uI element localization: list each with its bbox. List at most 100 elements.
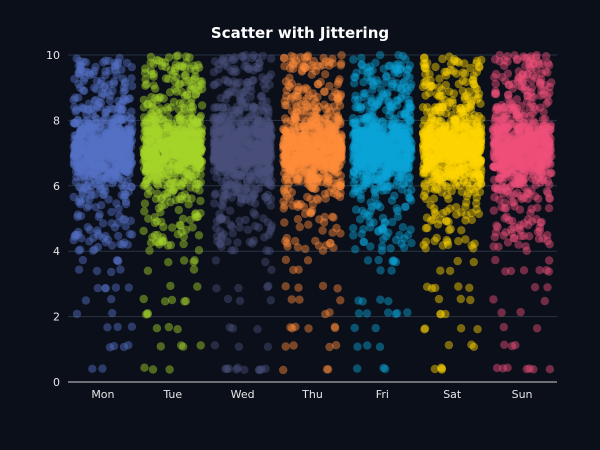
data-point [279,186,289,195]
data-point [91,190,100,199]
data-point [337,51,346,60]
data-point [387,196,397,205]
data-point [303,256,313,265]
data-point [420,179,429,189]
data-point [105,145,115,154]
data-point [77,125,87,134]
data-point [113,152,123,161]
data-point [79,139,88,148]
data-point [95,181,104,191]
data-point [163,188,172,198]
data-point [85,142,95,151]
data-point [362,309,372,318]
data-point [386,244,395,253]
data-point [76,165,85,174]
data-point [84,170,93,180]
data-point [226,220,235,229]
data-point [76,131,85,140]
data-point [107,175,116,184]
data-point [70,149,79,158]
data-point [266,227,275,236]
data-point [233,140,242,149]
data-point [251,120,260,129]
data-point [81,126,91,136]
data-point [107,131,116,140]
data-point [89,170,99,179]
data-point [77,122,86,131]
data-point [117,132,127,142]
data-point [94,231,104,240]
data-point [108,168,118,177]
data-point [117,145,127,154]
data-point [94,138,103,147]
data-point [111,61,120,70]
data-point [349,231,358,240]
data-point [223,294,233,304]
data-point [70,158,79,167]
data-point [96,134,105,143]
data-point [74,230,83,239]
data-point [92,150,102,159]
data-point [88,144,97,153]
data-point [117,115,126,125]
data-point [149,59,158,68]
data-point [76,156,85,165]
data-point [95,210,104,219]
data-point [111,156,121,165]
data-point [102,141,111,150]
data-point [113,136,122,145]
data-point [72,135,81,144]
data-point [102,130,111,139]
data-point [436,266,445,275]
data-point [381,78,390,87]
data-point [360,127,369,136]
data-point [79,172,89,181]
data-point [148,365,158,374]
data-point [121,167,130,176]
data-point [108,308,117,318]
data-point [325,57,334,67]
data-point [373,176,382,185]
data-point [86,157,95,167]
data-point [104,195,113,204]
data-point [70,232,79,241]
data-point [112,137,121,147]
data-point [70,119,80,128]
data-point [94,171,103,180]
data-point [336,229,345,238]
data-point [211,189,221,198]
data-point [115,139,124,148]
data-point [453,160,462,169]
data-point [232,169,241,178]
data-point [101,67,110,76]
data-point [100,163,109,172]
data-point [84,156,93,165]
data-point [181,225,191,235]
data-point [351,245,360,254]
data-point [102,134,111,143]
data-point [93,149,103,159]
data-point [118,152,127,162]
data-point [95,122,105,131]
data-point [173,325,182,334]
data-point [318,226,327,235]
data-point [82,181,92,190]
data-point [127,157,136,166]
data-point [89,135,98,144]
data-point [119,159,128,168]
data-point [462,210,471,220]
data-point [113,109,122,118]
data-point [126,137,135,146]
data-point [88,146,98,156]
data-point [126,138,135,148]
data-point [74,132,84,142]
data-point [114,204,123,213]
data-point [394,159,403,168]
data-point [96,165,106,174]
data-point [255,58,264,68]
data-point [112,199,121,208]
data-point [71,167,81,176]
data-point [192,163,201,172]
data-point [336,61,345,70]
data-point [119,192,129,202]
